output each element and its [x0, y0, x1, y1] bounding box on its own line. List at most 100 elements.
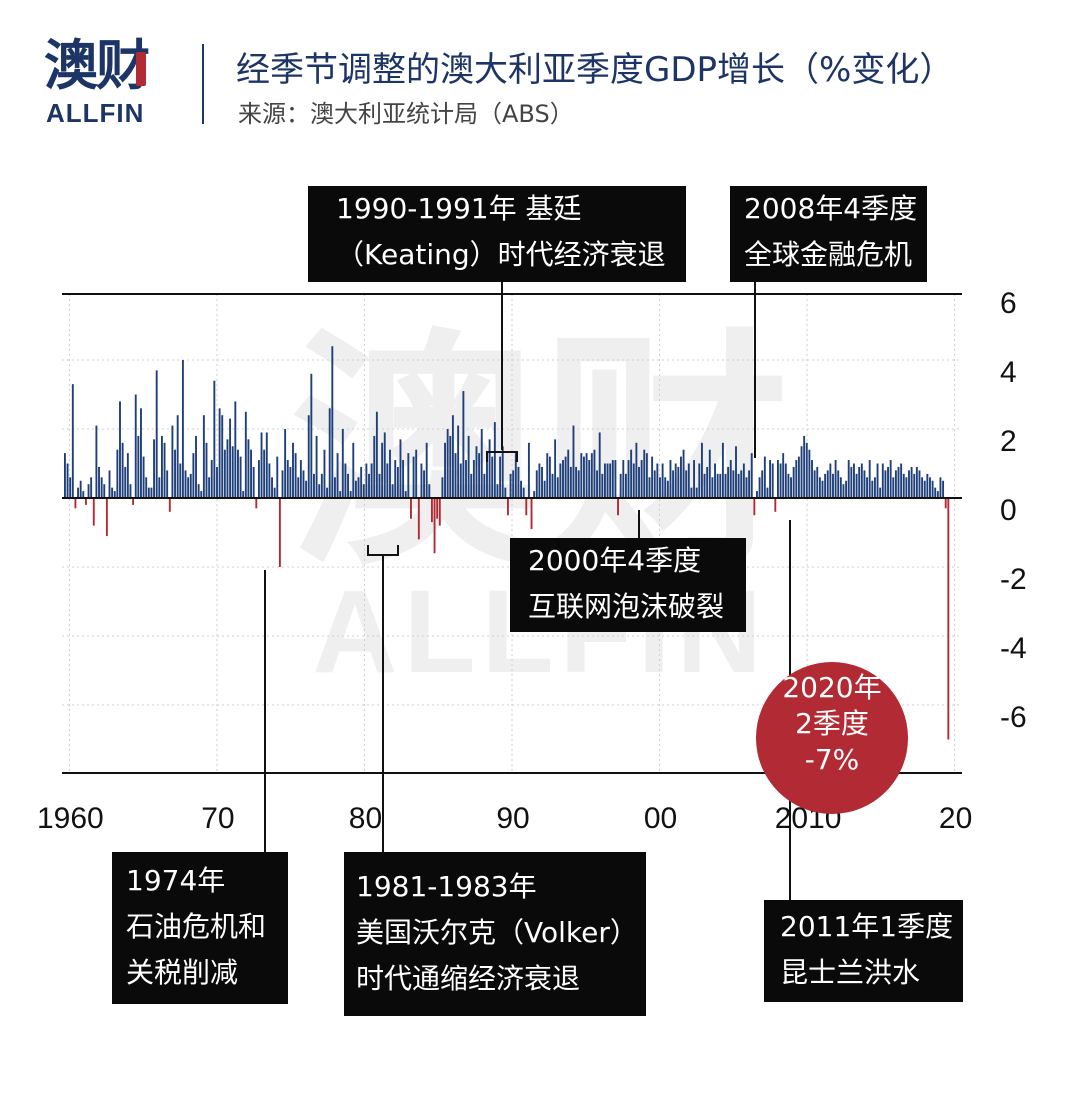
- bar: [244, 411, 247, 498]
- bar: [729, 460, 732, 498]
- bar: [559, 463, 562, 498]
- bar: [459, 463, 462, 498]
- bar: [454, 453, 457, 498]
- bar: [879, 487, 882, 498]
- bar: [402, 460, 405, 498]
- bar: [478, 453, 481, 498]
- bar: [569, 466, 572, 498]
- bar: [71, 384, 74, 498]
- bar: [257, 460, 260, 498]
- bar: [444, 442, 446, 498]
- bar: [147, 487, 150, 498]
- bar: [179, 463, 182, 498]
- bar: [344, 463, 347, 498]
- bar: [289, 466, 292, 498]
- bar: [795, 460, 798, 498]
- bar: [651, 456, 654, 498]
- bar: [800, 446, 803, 498]
- bar: [756, 491, 758, 498]
- bar: [808, 449, 811, 498]
- bar: [740, 470, 743, 498]
- bar: [323, 449, 326, 498]
- bar: [514, 453, 517, 498]
- bar: [365, 463, 368, 498]
- callout-dotcom: 2000年4季度 互联网泡沫破裂: [510, 538, 747, 632]
- bar: [520, 480, 522, 498]
- bar: [320, 473, 323, 498]
- bar: [575, 466, 578, 498]
- bar: [839, 477, 842, 498]
- bar: [496, 484, 499, 498]
- bar: [606, 463, 609, 498]
- bar: [64, 453, 66, 498]
- bar: [234, 401, 237, 498]
- bar: [116, 449, 119, 498]
- bar: [200, 491, 203, 498]
- bar: [816, 466, 819, 498]
- bar: [509, 473, 512, 498]
- bar: [603, 463, 606, 498]
- bar: [771, 463, 774, 498]
- bar: [433, 498, 436, 554]
- bar: [944, 498, 947, 509]
- bar: [82, 491, 85, 498]
- bar: [672, 470, 675, 498]
- bar: [866, 477, 869, 498]
- bar: [507, 498, 509, 516]
- bar: [708, 449, 711, 498]
- bar: [155, 370, 158, 498]
- bar: [465, 460, 467, 498]
- bar: [716, 473, 719, 498]
- bar: [593, 449, 596, 498]
- header-divider: [202, 44, 204, 124]
- bar: [347, 473, 349, 498]
- bar: [902, 473, 905, 498]
- bracket-keating: [486, 451, 518, 462]
- bar: [853, 463, 855, 498]
- bar: [596, 470, 599, 498]
- bar: [834, 460, 837, 498]
- bar: [517, 466, 520, 498]
- bar: [929, 477, 931, 498]
- bar: [247, 439, 250, 498]
- bar: [423, 470, 426, 498]
- logo-chinese: 澳财: [44, 34, 150, 97]
- bar: [160, 435, 163, 498]
- callout-volker: 1981-1983年 美国沃尔克（Volker） 时代通缩经济衰退: [344, 852, 646, 1016]
- bar: [648, 477, 651, 498]
- bar: [404, 491, 407, 498]
- bar: [339, 491, 342, 498]
- bar: [202, 415, 205, 498]
- bar: [837, 470, 840, 498]
- bar: [690, 487, 693, 498]
- bar: [735, 446, 737, 498]
- bar: [871, 480, 874, 498]
- bar: [142, 456, 145, 498]
- logo-english: ALLFIN: [46, 98, 145, 128]
- bar: [921, 477, 924, 498]
- bar: [624, 473, 627, 498]
- bar: [95, 425, 98, 498]
- bar: [588, 460, 591, 498]
- y-tick-label: -4: [1000, 632, 1027, 665]
- bar: [913, 473, 916, 498]
- bar: [381, 442, 384, 498]
- bar: [480, 429, 483, 498]
- bar: [310, 373, 313, 498]
- bar: [727, 466, 730, 498]
- bar: [892, 477, 895, 498]
- bar: [797, 456, 800, 498]
- callout-covid: 2020年 2季度 -7%: [756, 662, 908, 814]
- bar: [923, 480, 926, 498]
- bar: [850, 466, 853, 498]
- bar: [451, 415, 454, 498]
- bar: [389, 449, 391, 498]
- bar: [693, 460, 695, 498]
- bar: [769, 460, 772, 498]
- bar: [145, 477, 148, 498]
- bar: [758, 477, 761, 498]
- callout-gfc: 2008年4季度 全球金融危机: [730, 186, 928, 282]
- bar: [205, 442, 208, 498]
- bar: [486, 460, 488, 498]
- bar: [567, 449, 570, 498]
